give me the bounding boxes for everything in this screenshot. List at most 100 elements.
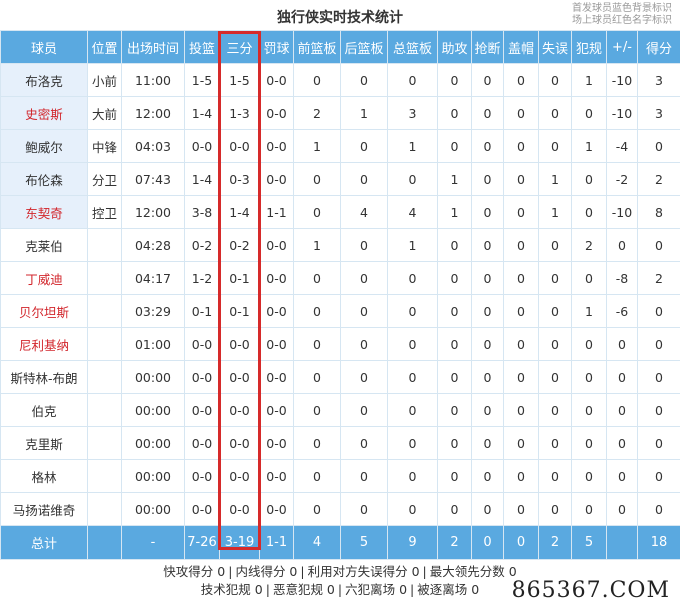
stat-cell: 0 (606, 327, 638, 361)
stat-cell: 0 (538, 459, 572, 493)
stat-cell: 0-0 (184, 426, 220, 460)
stat-cell: 0 (538, 360, 572, 394)
stat-cell: 2 (293, 96, 341, 130)
stat-cell: 3 (387, 96, 438, 130)
stat-cell: 0-0 (219, 492, 260, 526)
player-name: 尼利基纳 (18, 337, 69, 353)
stat-cell: 0-1 (219, 294, 260, 328)
stat-cell: 0 (387, 459, 438, 493)
stat-cell: 04:28 (121, 228, 185, 262)
player-row: 伯克 00:00 0-0 0-0 0-0 0 0 0 0 0 0 0 0 0 0 (0, 393, 680, 427)
stat-cell: 0 (503, 360, 539, 394)
stats-table: 球员 位置 出场时间 投篮 三分 罚球 前篮板 后篮板 总篮板 助攻 抢断 盖帽 失误 犯规 +/- 得分 布… (0, 30, 680, 560)
stat-cell: -6 (606, 294, 638, 328)
stat-cell: 分卫 (87, 162, 122, 196)
stat-cell: 4 (387, 195, 438, 229)
stat-cell: 0 (637, 294, 680, 328)
stat-cell: 1-4 (219, 195, 260, 229)
stat-cell: 0 (503, 129, 539, 163)
player-name: 鲍威尔 (25, 139, 63, 155)
stat-cell: 控卫 (87, 195, 122, 229)
stat-cell: 0 (340, 129, 388, 163)
stat-cell: 0 (571, 327, 607, 361)
stat-cell: 0 (340, 261, 388, 295)
stat-cell: 3 (637, 96, 680, 130)
stat-cell: 2 (571, 228, 607, 262)
stat-cell: 0 (538, 261, 572, 295)
stat-cell: 0 (293, 459, 341, 493)
column-header: 罚球 (259, 30, 294, 64)
player-name: 布洛克 (25, 73, 63, 89)
player-name: 布伦森 (25, 172, 63, 188)
legend-on-court: 场上球员红色名字标识 (572, 15, 672, 26)
stat-cell: 0 (437, 129, 472, 163)
player-name-cell: 史密斯 (0, 96, 88, 130)
stat-cell: 0 (538, 393, 572, 427)
flagrant-fouls: 恶意犯规 0 (272, 582, 335, 597)
column-header: 球员 (0, 30, 88, 64)
stat-cell: 00:00 (121, 492, 185, 526)
stat-cell: 0 (340, 162, 388, 196)
stat-cell: 1 (387, 228, 438, 262)
player-name: 丁威迪 (25, 271, 63, 287)
column-header: 投篮 (184, 30, 220, 64)
stat-cell: 4 (340, 195, 388, 229)
column-header: 后篮板 (340, 30, 388, 64)
stat-cell: 0 (606, 360, 638, 394)
stat-cell: 大前 (87, 96, 122, 130)
stat-cell: 12:00 (121, 96, 185, 130)
player-name-cell: 丁威迪 (0, 261, 88, 295)
stat-cell: 0-0 (184, 393, 220, 427)
totals-cell (87, 525, 122, 560)
stat-cell: 0-0 (259, 360, 294, 394)
stat-cell: 00:00 (121, 459, 185, 493)
stat-cell (87, 459, 122, 493)
stat-cell: 0 (571, 96, 607, 130)
stat-cell: 1 (538, 162, 572, 196)
stat-cell: 0 (538, 492, 572, 526)
stat-cell: 0 (340, 393, 388, 427)
totals-cell: 5 (340, 525, 388, 560)
stat-cell: 0 (637, 129, 680, 163)
column-header: 三分 (219, 30, 260, 64)
totals-cell: 7-26 (184, 525, 220, 560)
stat-cell: 0-0 (219, 129, 260, 163)
stat-cell: 0 (437, 459, 472, 493)
totals-cell: 9 (387, 525, 438, 560)
stat-cell: 0 (571, 162, 607, 196)
player-row: 丁威迪 04:17 1-2 0-1 0-0 0 0 0 0 0 0 0 0 -8 2 (0, 261, 680, 295)
stat-cell: 0 (387, 261, 438, 295)
player-row: 东契奇 控卫 12:00 3-8 1-4 1-1 0 4 4 1 0 0 1 0 -10 8 (0, 195, 680, 229)
stat-cell: 0 (571, 261, 607, 295)
stat-cell: 0 (606, 426, 638, 460)
stat-cell: 0-0 (259, 426, 294, 460)
stat-cell: 小前 (87, 63, 122, 97)
stat-cell: 0 (503, 393, 539, 427)
totals-cell: 1-1 (259, 525, 294, 560)
stat-cell: 0 (606, 459, 638, 493)
stat-cell: 0 (538, 327, 572, 361)
stat-cell: 00:00 (121, 426, 185, 460)
totals-label: 总计 (0, 525, 88, 560)
stat-cell: 0 (637, 327, 680, 361)
stat-cell: 0-0 (184, 327, 220, 361)
column-header: 盖帽 (503, 30, 539, 64)
stat-cell: -10 (606, 63, 638, 97)
stat-cell: 1-2 (184, 261, 220, 295)
stat-cell: 1 (293, 228, 341, 262)
player-name-cell: 东契奇 (0, 195, 88, 229)
stat-cell: 0 (503, 426, 539, 460)
stat-cell: 0 (471, 393, 504, 427)
stat-cell: 0 (637, 360, 680, 394)
stat-cell: 00:00 (121, 393, 185, 427)
stat-cell: 0 (503, 96, 539, 130)
totals-cell: 0 (471, 525, 504, 560)
column-header: 失误 (538, 30, 572, 64)
stat-cell: 0 (437, 492, 472, 526)
player-name-cell: 鲍威尔 (0, 129, 88, 163)
stat-cell: 0 (606, 393, 638, 427)
stat-cell: 0-1 (184, 294, 220, 328)
watermark: 865367.COM (511, 578, 670, 603)
stat-cell: 0 (387, 492, 438, 526)
stat-cell: 0 (637, 459, 680, 493)
